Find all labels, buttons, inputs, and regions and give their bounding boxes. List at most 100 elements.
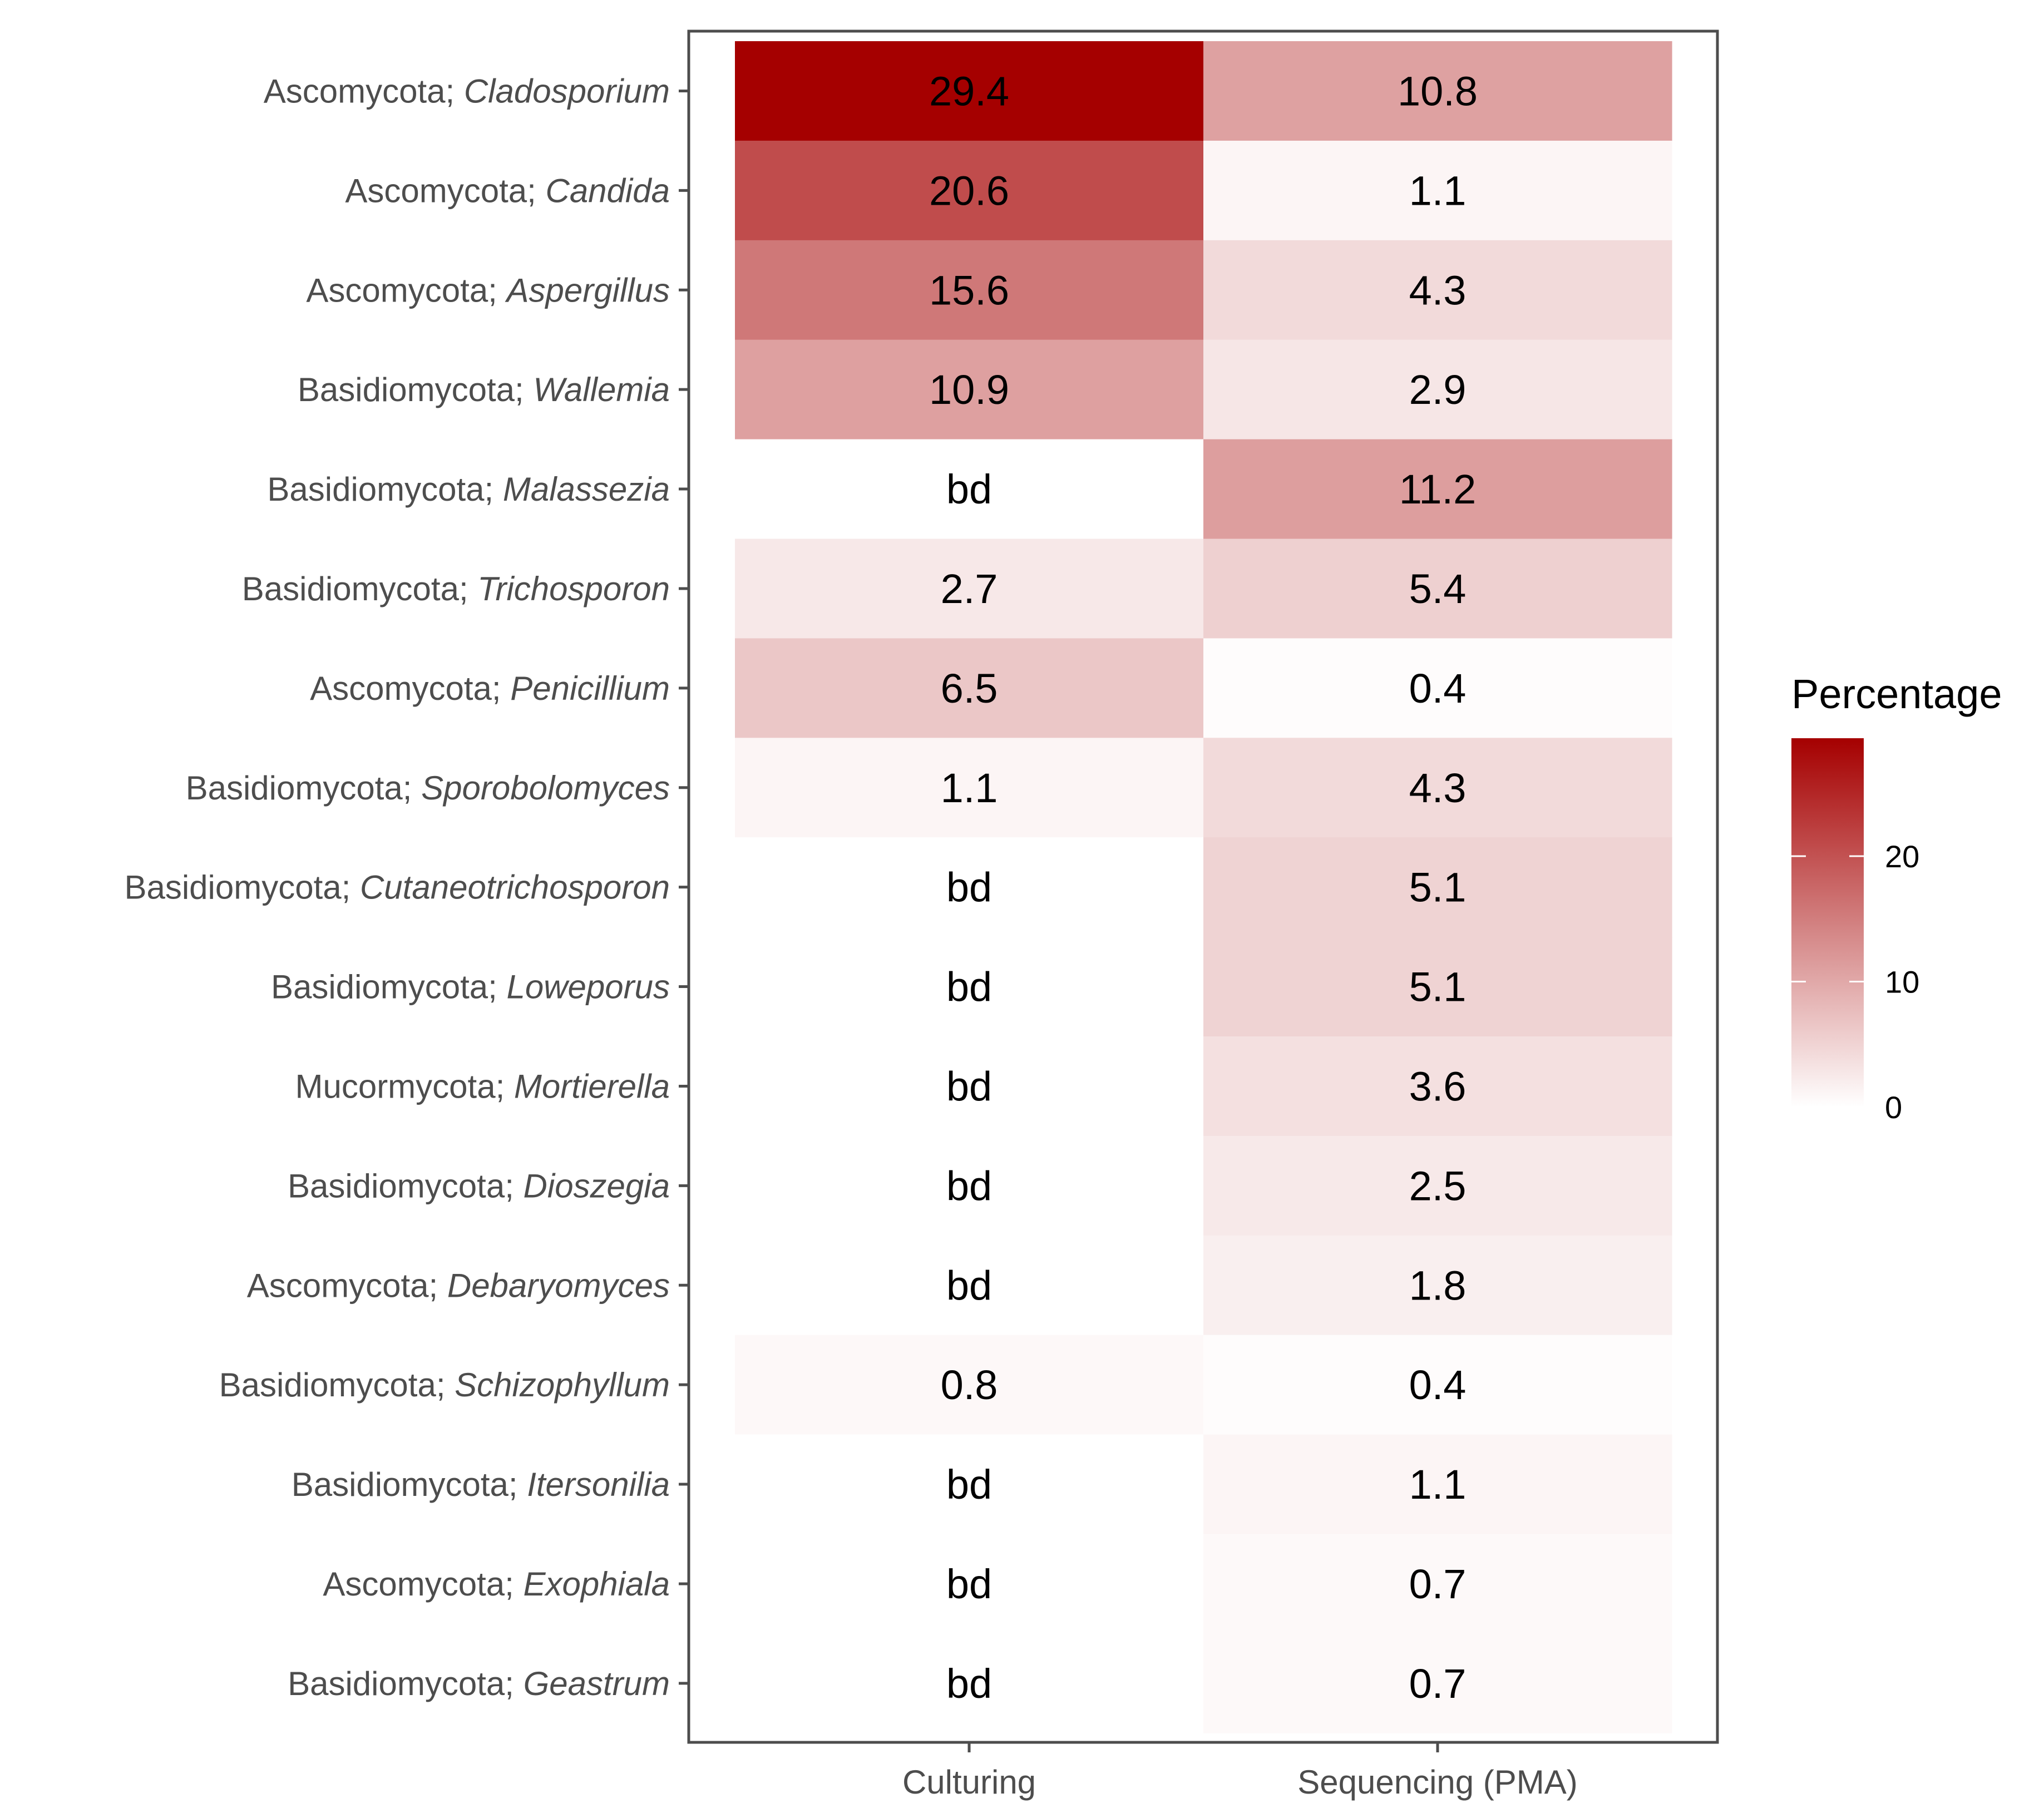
cell-value-label: bd (946, 1461, 992, 1508)
y-tick-label: Ascomycota; Cladosporium (264, 72, 670, 110)
cell-value-label: 2.5 (1409, 1163, 1467, 1209)
cell-value-label: 1.1 (1409, 167, 1467, 214)
y-tick-label: Basidiomycota; Cutaneotrichosporon (124, 869, 670, 906)
genus-label: Geastrum (524, 1665, 670, 1702)
heatmap-cell (735, 1235, 1204, 1336)
x-tick-label: Sequencing (PMA) (1297, 1763, 1578, 1801)
heatmap-cell (735, 1434, 1204, 1535)
cell-value-label: 20.6 (929, 167, 1009, 214)
cell-value-label: 0.7 (1409, 1561, 1467, 1607)
genus-label: Itersonilia (527, 1466, 670, 1503)
cell-value-label: 0.7 (1409, 1661, 1467, 1707)
phylum-label: Ascomycota; (264, 72, 464, 110)
x-tick-label: Culturing (902, 1763, 1036, 1801)
heatmap-cell (1203, 1135, 1672, 1236)
y-tick-label: Ascomycota; Debaryomyces (247, 1267, 670, 1304)
legend-ticks: 0 10 20 (1791, 839, 1919, 1125)
phylum-label: Ascomycota; (247, 1267, 447, 1304)
legend-tick-label: 20 (1885, 839, 1919, 874)
cell-value-label: 3.6 (1409, 1063, 1467, 1109)
y-tick-label: Basidiomycota; Wallemia (298, 371, 670, 408)
heatmap-cell (1203, 140, 1672, 241)
phylum-label: Basidiomycota; (219, 1366, 455, 1404)
heatmap-cell (1203, 1434, 1672, 1535)
y-tick-label: Ascomycota; Exophiala (323, 1565, 670, 1603)
cell-value-label: 5.4 (1409, 566, 1467, 612)
heatmap-cell (735, 240, 1204, 340)
heatmap-cell (735, 439, 1204, 540)
genus-label: Trichosporon (477, 570, 670, 607)
y-tick-label: Mucormycota; Mortierella (295, 1068, 670, 1105)
y-tick-label: Basidiomycota; Schizophyllum (219, 1366, 670, 1404)
cell-value-label: 15.6 (929, 267, 1009, 313)
heatmap-cell (1203, 1335, 1672, 1435)
x-axis: Culturing Sequencing (PMA) (902, 1742, 1578, 1801)
cell-value-label: 5.1 (1409, 864, 1467, 911)
heatmap-cell (1203, 1633, 1672, 1733)
genus-label: Exophiala (523, 1565, 670, 1603)
heatmap-cell (1203, 837, 1672, 937)
phylum-label: Basidiomycota; (271, 969, 507, 1006)
cell-value-label: 1.8 (1409, 1262, 1467, 1308)
genus-label: Debaryomyces (447, 1267, 670, 1304)
heatmap-cell (735, 937, 1204, 1037)
phylum-label: Basidiomycota; (288, 1665, 524, 1702)
heatmap-cell (1203, 937, 1672, 1037)
genus-label: Loweporus (506, 969, 670, 1006)
cell-value-label: 2.7 (941, 566, 998, 612)
cell-value-label: 29.4 (929, 68, 1009, 114)
y-tick-label: Basidiomycota; Itersonilia (292, 1466, 670, 1503)
heatmap-cell (1203, 1235, 1672, 1336)
phylum-label: Basidiomycota; (124, 869, 360, 906)
cell-value-label: 10.8 (1398, 68, 1478, 114)
legend-title: Percentage (1791, 671, 2002, 717)
y-tick-label: Basidiomycota; Malassezia (267, 471, 670, 508)
legend-tick-label: 10 (1885, 964, 1919, 999)
cell-value-label: bd (946, 466, 992, 512)
heatmap-cell (1203, 539, 1672, 639)
heatmap-cell (735, 339, 1204, 440)
phylum-label: Ascomycota; (345, 172, 545, 209)
genus-label: Cladosporium (464, 72, 670, 110)
cell-value-label: 0.4 (1409, 1362, 1467, 1408)
cell-value-label: 0.4 (1409, 665, 1467, 712)
heatmap-cell (735, 140, 1204, 241)
genus-label: Wallemia (533, 371, 670, 408)
heatmap-cell (1203, 339, 1672, 440)
genus-label: Malassezia (503, 471, 670, 508)
legend: Percentage 0 10 20 (1791, 671, 2002, 1125)
heatmap-cell (735, 1534, 1204, 1634)
heatmap-cell (1203, 638, 1672, 738)
y-tick-label: Basidiomycota; Trichosporon (242, 570, 670, 607)
heatmap-cell (735, 738, 1204, 838)
phylum-label: Ascomycota; (323, 1565, 523, 1603)
heatmap-cell (735, 1335, 1204, 1435)
legend-tick-label: 0 (1885, 1090, 1902, 1125)
cell-value-label: bd (946, 864, 992, 911)
cell-value-label: 4.3 (1409, 765, 1467, 811)
heatmap-cell-labels: 29.4 10.8 20.6 1.1 15.6 4.3 10.9 2.9 bd 11.2 2.7 5.… (929, 68, 1478, 1706)
genus-label: Cutaneotrichosporon (360, 869, 670, 906)
phylum-label: Basidiomycota; (242, 570, 478, 607)
heatmap-cell (1203, 439, 1672, 540)
phylum-label: Ascomycota; (306, 271, 506, 309)
heatmap-cell (1203, 738, 1672, 838)
y-tick-label: Ascomycota; Penicillium (310, 670, 670, 707)
cell-value-label: 10.9 (929, 367, 1009, 413)
phylum-label: Basidiomycota; (186, 769, 422, 807)
cell-value-label: 2.9 (1409, 367, 1467, 413)
cell-value-label: 1.1 (941, 765, 998, 811)
legend-colorbar (1791, 738, 1864, 1107)
cell-value-label: bd (946, 1262, 992, 1308)
heatmap-cell (735, 1135, 1204, 1236)
cell-value-label: 6.5 (941, 665, 998, 712)
y-tick-label: Basidiomycota; Loweporus (271, 969, 670, 1006)
heatmap-cell (735, 1633, 1204, 1733)
cell-value-label: bd (946, 1063, 992, 1109)
cell-value-label: 0.8 (941, 1362, 998, 1408)
cell-value-label: bd (946, 1561, 992, 1607)
cell-value-label: 5.1 (1409, 964, 1467, 1010)
genus-label: Candida (545, 172, 670, 209)
